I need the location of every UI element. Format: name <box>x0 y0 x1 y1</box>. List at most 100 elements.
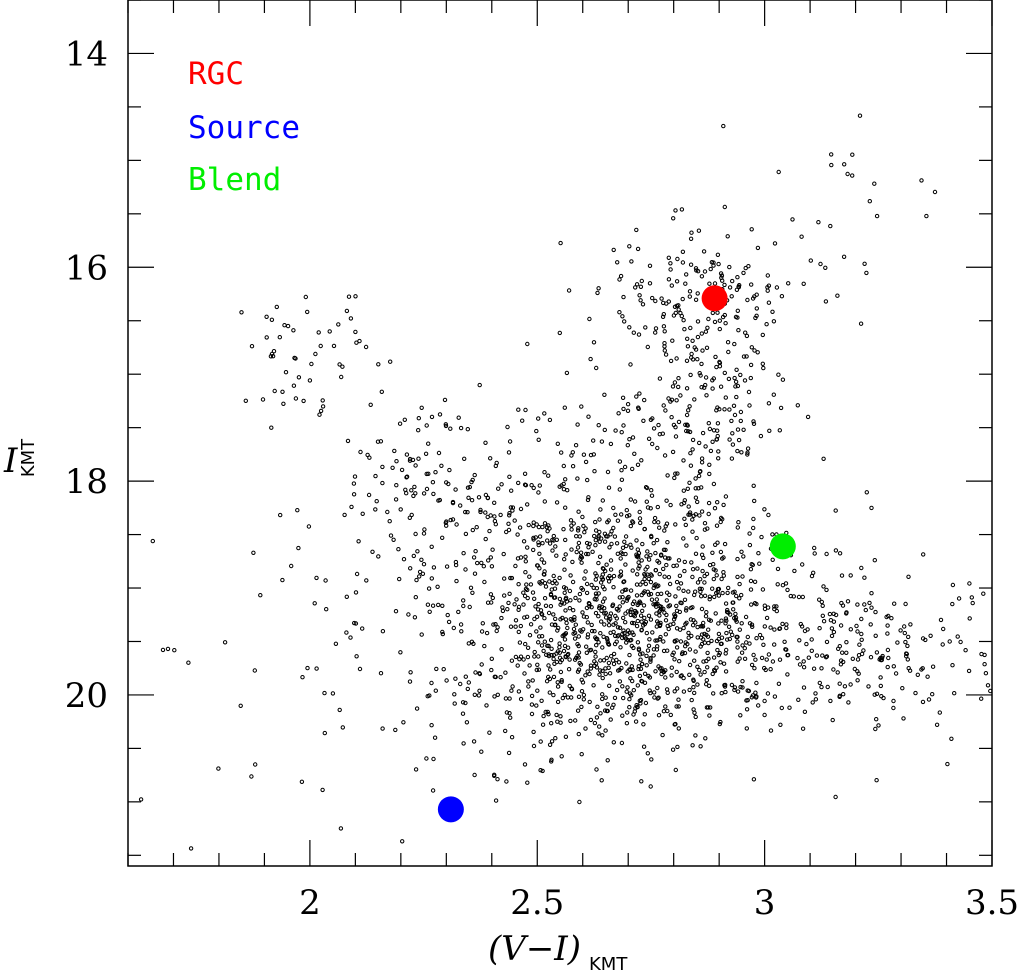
star-point <box>639 619 644 624</box>
star-point <box>603 615 609 620</box>
star-point <box>569 547 574 552</box>
star-point <box>635 462 641 467</box>
star-point <box>481 564 486 569</box>
star-point <box>398 650 403 655</box>
star-point <box>671 617 677 622</box>
star-point <box>748 567 754 572</box>
star-point <box>433 688 438 693</box>
star-point <box>827 611 833 617</box>
star-point <box>733 611 738 617</box>
star-point <box>567 683 572 689</box>
star-point <box>879 694 884 699</box>
star-point <box>600 696 605 702</box>
star-point <box>634 610 639 615</box>
star-point <box>873 609 878 615</box>
star-point <box>525 341 530 347</box>
star-point <box>576 509 581 514</box>
star-point <box>676 558 682 563</box>
star-point <box>903 639 908 645</box>
star-point <box>619 512 624 517</box>
star-point <box>391 537 396 542</box>
star-point <box>687 662 693 668</box>
star-point <box>521 590 526 595</box>
star-point <box>542 596 548 601</box>
star-point <box>380 464 385 470</box>
star-point <box>459 629 464 634</box>
star-point <box>681 318 686 323</box>
star-point <box>818 261 823 267</box>
star-point <box>431 565 437 570</box>
star-point <box>695 566 700 571</box>
star-point <box>760 361 765 366</box>
star-point <box>555 441 560 446</box>
star-point <box>629 664 634 669</box>
star-point <box>365 452 370 458</box>
star-point <box>489 667 494 673</box>
star-point <box>624 508 629 513</box>
star-point <box>623 620 628 625</box>
star-point <box>640 579 645 585</box>
star-point <box>575 669 581 674</box>
star-point <box>487 528 492 534</box>
star-point <box>663 352 669 357</box>
star-point <box>489 600 494 605</box>
star-point <box>507 439 513 444</box>
star-point <box>344 630 349 635</box>
star-point <box>736 437 742 443</box>
star-point <box>772 241 778 246</box>
star-point <box>413 463 418 468</box>
star-point <box>579 560 584 565</box>
star-point <box>602 539 608 544</box>
star-point <box>582 530 587 535</box>
star-point <box>551 533 556 539</box>
star-point <box>884 614 889 620</box>
star-point <box>450 499 456 505</box>
star-point <box>646 643 652 648</box>
star-point <box>413 491 418 496</box>
star-point <box>603 695 608 700</box>
star-point <box>885 623 890 628</box>
star-point <box>737 581 742 587</box>
star-point <box>542 470 547 475</box>
star-point <box>592 533 597 539</box>
star-point <box>552 586 558 591</box>
star-point <box>855 629 860 634</box>
star-point <box>477 671 483 677</box>
star-point <box>715 421 721 426</box>
star-point <box>518 623 523 629</box>
star-point <box>484 630 490 636</box>
star-point <box>651 426 657 431</box>
star-point <box>510 684 515 689</box>
star-point <box>482 643 487 649</box>
star-point <box>552 623 558 628</box>
star-point <box>819 599 824 605</box>
star-point <box>546 663 551 668</box>
star-point <box>872 181 877 186</box>
star-point <box>806 655 811 660</box>
star-point <box>596 591 601 596</box>
star-point <box>767 428 772 433</box>
star-point <box>668 502 673 508</box>
star-point <box>585 635 590 640</box>
star-point <box>541 648 546 654</box>
star-point <box>689 230 694 235</box>
star-point <box>695 580 701 585</box>
star-point <box>723 616 729 621</box>
star-point <box>706 617 712 622</box>
star-point <box>521 539 527 544</box>
star-point <box>669 415 674 420</box>
star-point <box>559 450 564 455</box>
star-point <box>581 697 586 702</box>
star-point <box>525 545 530 550</box>
star-point <box>535 607 541 612</box>
star-point <box>681 488 686 493</box>
star-point <box>601 566 606 572</box>
star-point <box>576 731 581 737</box>
star-point <box>572 615 577 620</box>
star-point <box>453 487 458 492</box>
star-point <box>398 507 403 512</box>
star-point <box>561 463 566 469</box>
star-point <box>536 640 541 645</box>
star-point <box>885 647 891 653</box>
